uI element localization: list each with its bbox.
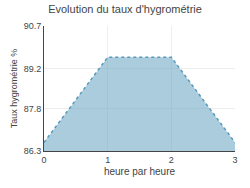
- svg-text:87.8: 87.8: [24, 104, 42, 114]
- svg-text:1: 1: [105, 155, 110, 165]
- svg-text:3: 3: [232, 155, 237, 165]
- svg-text:Evolution du taux d'hygrométri: Evolution du taux d'hygrométrie: [48, 3, 202, 15]
- svg-text:heure par heure: heure par heure: [104, 166, 176, 177]
- svg-text:Taux hygrométrie %: Taux hygrométrie %: [9, 49, 19, 129]
- svg-text:2: 2: [169, 155, 174, 165]
- svg-text:86.3: 86.3: [24, 146, 42, 156]
- svg-text:89.2: 89.2: [24, 64, 42, 74]
- svg-text:0: 0: [41, 155, 46, 165]
- svg-text:90.7: 90.7: [24, 21, 42, 31]
